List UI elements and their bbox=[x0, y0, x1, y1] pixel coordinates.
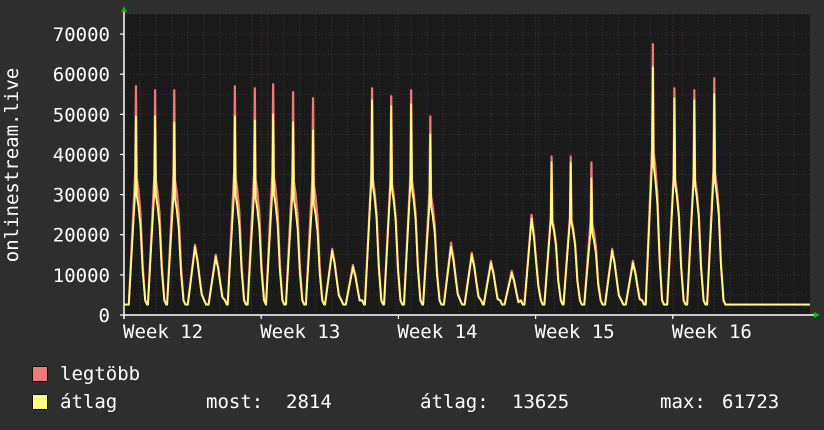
x-tick-label: Week 14 bbox=[397, 321, 477, 343]
peak-point bbox=[154, 115, 156, 118]
peak-point bbox=[154, 89, 156, 92]
peak-point bbox=[135, 115, 137, 118]
peak-point bbox=[331, 247, 333, 250]
y-tick-label: 40000 bbox=[53, 144, 110, 166]
peak-point bbox=[490, 260, 492, 262]
legend-label-avg: átlag bbox=[60, 391, 118, 413]
peak-point bbox=[693, 89, 696, 92]
stat-avg-label: átlag: bbox=[420, 391, 489, 413]
peak-point bbox=[530, 213, 533, 216]
peak-point bbox=[510, 272, 513, 274]
peak-point bbox=[611, 247, 613, 250]
peak-point bbox=[470, 254, 473, 256]
tick-labels: 0 10000 20000 30000 40000 50000 60000 70000 Week… bbox=[53, 24, 752, 343]
peak-point bbox=[673, 97, 676, 100]
peak-point bbox=[490, 262, 492, 264]
peak-point bbox=[632, 260, 634, 262]
peak-point bbox=[173, 89, 176, 92]
peak-point bbox=[331, 249, 333, 252]
plot-area bbox=[124, 14, 810, 315]
peak-point bbox=[234, 115, 236, 118]
peak-point bbox=[272, 83, 274, 86]
peak-point bbox=[390, 95, 393, 98]
series-line-1 bbox=[124, 66, 810, 306]
peak-point bbox=[194, 243, 196, 246]
peak-point bbox=[312, 129, 314, 132]
peak-point bbox=[371, 99, 373, 102]
stat-avg-value: 13625 bbox=[512, 391, 570, 413]
peak-point bbox=[254, 119, 256, 122]
y-tick-label: 30000 bbox=[53, 185, 110, 207]
peak-point bbox=[652, 66, 654, 69]
peak-point bbox=[135, 85, 137, 88]
y-tick-label: 50000 bbox=[53, 104, 110, 126]
peak-point bbox=[214, 254, 217, 256]
peak-point bbox=[390, 105, 393, 108]
stat-max-value: 61723 bbox=[722, 391, 780, 413]
series-layer bbox=[124, 43, 810, 306]
x-tick-label: Week 13 bbox=[260, 321, 340, 343]
y-tick-label: 0 bbox=[99, 305, 110, 327]
y-tick-label: 60000 bbox=[53, 64, 110, 86]
peak-point bbox=[410, 103, 412, 106]
axes bbox=[121, 6, 820, 319]
peak-point bbox=[550, 161, 553, 164]
peak-point bbox=[569, 161, 572, 164]
peak-point bbox=[450, 245, 452, 248]
peak-point bbox=[254, 87, 256, 90]
peak-point bbox=[530, 217, 533, 220]
peak-point bbox=[410, 89, 412, 92]
legend-swatch-avg bbox=[32, 394, 48, 410]
peak-point bbox=[713, 77, 716, 80]
peak-point bbox=[590, 161, 593, 164]
peak-point bbox=[450, 241, 452, 244]
peak-point bbox=[510, 270, 513, 272]
peak-point bbox=[632, 262, 634, 264]
peak-point bbox=[272, 113, 274, 116]
peak-point bbox=[292, 121, 294, 124]
peak-point bbox=[173, 121, 176, 124]
peak-point bbox=[550, 155, 553, 158]
stat-max-label: max: bbox=[660, 391, 706, 413]
x-tick-label: Week 16 bbox=[672, 321, 752, 343]
peak-point bbox=[352, 266, 354, 268]
legend-swatch-max bbox=[32, 366, 48, 382]
peak-point bbox=[569, 155, 572, 158]
peak-point bbox=[429, 115, 432, 118]
peak-point bbox=[470, 251, 473, 254]
peak-point bbox=[693, 99, 696, 102]
peak-point bbox=[371, 87, 373, 90]
x-tick-label: Week 12 bbox=[123, 321, 203, 343]
peak-point bbox=[713, 93, 716, 96]
peak-point bbox=[214, 256, 217, 258]
legend-label-max: legtöbb bbox=[60, 363, 141, 385]
y-axis-arrow bbox=[121, 6, 127, 12]
legend-item-max: legtöbb bbox=[32, 363, 140, 385]
y-tick-label: 20000 bbox=[53, 225, 110, 247]
peak-point bbox=[590, 177, 593, 180]
peak-point bbox=[234, 85, 236, 88]
x-tick-label: Week 15 bbox=[535, 321, 615, 343]
peak-point bbox=[652, 43, 654, 45]
peak-point bbox=[429, 133, 432, 136]
peak-point bbox=[312, 97, 314, 100]
legend-item-avg: átlag bbox=[32, 391, 117, 413]
peak-point bbox=[352, 264, 354, 266]
peak-point bbox=[292, 91, 294, 94]
peak-point bbox=[673, 87, 676, 90]
peak-point bbox=[611, 249, 613, 252]
stat-now-label: most: bbox=[206, 391, 264, 413]
peak-point bbox=[194, 245, 196, 248]
y-axis-label: onlinestream.live bbox=[1, 68, 23, 262]
stat-now-value: 2814 bbox=[286, 391, 332, 413]
x-axis-arrow bbox=[814, 312, 820, 318]
y-tick-label: 70000 bbox=[53, 24, 110, 46]
y-tick-label: 10000 bbox=[53, 265, 110, 287]
